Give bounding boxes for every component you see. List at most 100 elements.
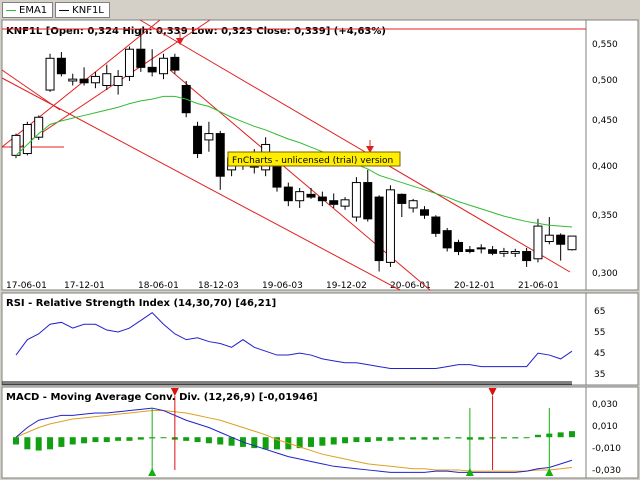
candle-body[interactable] xyxy=(363,182,373,220)
macd-histogram-bar xyxy=(137,437,144,440)
candle-body[interactable] xyxy=(499,251,509,254)
down-channel-lower-left[interactable] xyxy=(1,77,401,291)
candle-body[interactable] xyxy=(567,235,577,251)
macd-histogram-bar xyxy=(444,437,451,439)
candle-body[interactable] xyxy=(431,216,441,234)
candle-body[interactable] xyxy=(295,191,305,202)
price-y-tick-0550: 0,550 xyxy=(592,40,618,50)
candle-body[interactable] xyxy=(56,57,66,75)
candle-body[interactable] xyxy=(68,78,78,82)
candle-body[interactable] xyxy=(147,66,157,73)
down-arrow-icon xyxy=(488,388,497,396)
candle-body[interactable] xyxy=(79,78,89,84)
candle-body[interactable] xyxy=(385,189,395,263)
candle-body[interactable] xyxy=(159,57,169,75)
macd-histogram-bar xyxy=(126,437,133,441)
candle-body[interactable] xyxy=(45,57,55,91)
candle-body[interactable] xyxy=(476,247,486,250)
candle-body[interactable] xyxy=(283,186,293,202)
macd-y-tick-0030: 0,030 xyxy=(592,400,618,410)
price-axis-panel xyxy=(585,19,639,291)
price-x-tick-5: 19-06-03 xyxy=(262,281,303,291)
rsi-panel xyxy=(1,292,587,386)
candle-body[interactable] xyxy=(113,75,123,87)
legend-label-knf1l: KNF1L xyxy=(72,4,104,16)
macd-histogram-bar xyxy=(342,437,349,444)
candle-body[interactable] xyxy=(193,125,203,155)
candle-body[interactable] xyxy=(170,56,180,71)
price-panel-title: KNF1L [Open: 0,324 High: 0,339 Low: 0,32… xyxy=(6,26,386,37)
price-x-tick-7: 20-06-01 xyxy=(390,281,431,291)
macd-histogram-bar xyxy=(353,437,360,443)
candle-body[interactable] xyxy=(22,124,32,155)
candle-body[interactable] xyxy=(215,133,225,177)
price-y-tick-0350: 0,350 xyxy=(592,211,618,221)
down-arrow-icon xyxy=(366,146,374,153)
candle-body[interactable] xyxy=(454,241,464,253)
candle-body[interactable] xyxy=(397,193,407,204)
candle-body[interactable] xyxy=(317,196,327,202)
candle-body[interactable] xyxy=(34,116,44,138)
candle-body[interactable] xyxy=(102,73,112,87)
ema-line xyxy=(15,95,573,228)
rsi-group xyxy=(15,312,573,370)
candle-body[interactable] xyxy=(556,234,566,245)
price-x-tick-9: 21-06-01 xyxy=(518,281,559,291)
candle-body[interactable] xyxy=(442,230,452,249)
legend-item-ema1[interactable]: EMA1 xyxy=(2,2,54,18)
macd-histogram-bar xyxy=(24,437,31,450)
macd-histogram-bar xyxy=(364,437,371,443)
macd-histogram-bar xyxy=(103,437,110,443)
macd-histogram-bar xyxy=(262,437,269,450)
macd-histogram-bar xyxy=(35,437,42,451)
candle-body[interactable] xyxy=(204,133,214,141)
macd-histogram-bar xyxy=(13,437,19,445)
rsi-line xyxy=(15,312,573,370)
price-y-tick-0400: 0,400 xyxy=(592,162,618,172)
price-x-tick-6: 19-12-02 xyxy=(326,281,367,291)
macd-y-tick-neg0030: -0,030 xyxy=(592,466,621,476)
candle-body[interactable] xyxy=(351,182,361,218)
legend-item-knf1l[interactable]: KNF1L xyxy=(55,2,110,18)
candle-body[interactable] xyxy=(124,48,134,77)
down-channel-upper[interactable] xyxy=(139,19,571,273)
candle-body[interactable] xyxy=(136,48,146,68)
macd-histogram-bar xyxy=(217,437,224,445)
candle-body[interactable] xyxy=(419,209,429,216)
macd-histogram-bar xyxy=(308,437,315,447)
macd-histogram-bar xyxy=(160,437,167,439)
macd-group xyxy=(13,388,575,476)
candle-body[interactable] xyxy=(533,225,543,260)
candle-body[interactable] xyxy=(488,249,498,254)
macd-histogram-bar xyxy=(398,437,405,440)
down-channel-stub[interactable] xyxy=(1,69,61,111)
candle-body[interactable] xyxy=(544,234,554,243)
candle-body[interactable] xyxy=(306,193,316,198)
candle-body[interactable] xyxy=(340,199,350,207)
macd-histogram-bar xyxy=(534,434,541,438)
candle-body[interactable] xyxy=(510,251,520,254)
macd-histogram-bar xyxy=(69,437,76,445)
candle-body[interactable] xyxy=(465,249,475,253)
legend-swatch-ema1 xyxy=(6,9,16,11)
trial-banner xyxy=(227,151,401,167)
candle-body[interactable] xyxy=(374,196,384,262)
macd-histogram-bar xyxy=(205,437,212,444)
macd-histogram-bar xyxy=(81,437,88,444)
price-y-tick-0500: 0,500 xyxy=(592,76,618,86)
down-arrow-icon xyxy=(170,388,179,396)
macd-histogram-bar xyxy=(410,437,417,440)
macd-histogram-bar xyxy=(319,437,326,446)
up-arrow-icon xyxy=(148,468,157,476)
macd-histogram-bar xyxy=(194,437,201,443)
macd-histogram-bar xyxy=(92,437,99,443)
candle-body[interactable] xyxy=(522,251,532,262)
candle-body[interactable] xyxy=(90,75,100,84)
candle-body[interactable] xyxy=(408,200,418,209)
legend: EMA1 KNF1L xyxy=(2,2,110,18)
candle-body[interactable] xyxy=(329,200,339,205)
macd-histogram-bar xyxy=(183,437,190,441)
macd-panel xyxy=(1,386,587,479)
